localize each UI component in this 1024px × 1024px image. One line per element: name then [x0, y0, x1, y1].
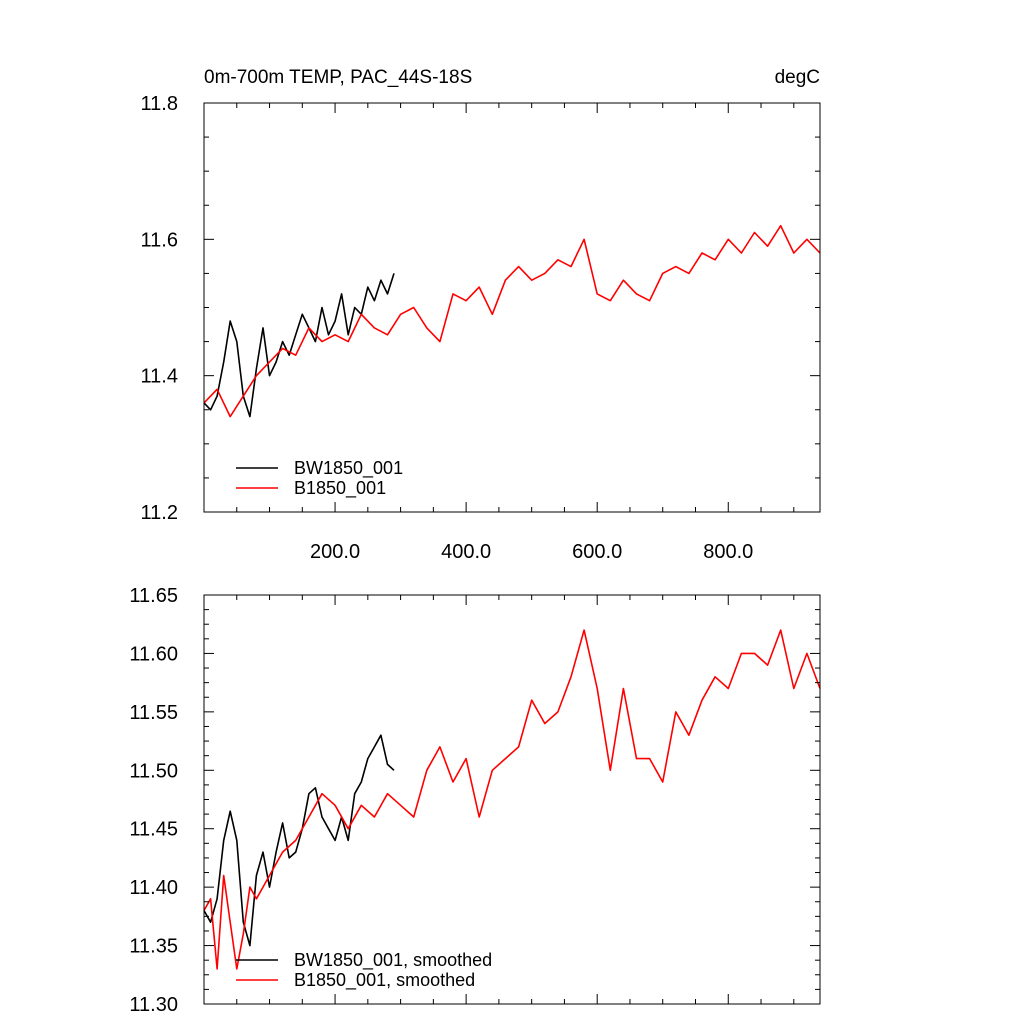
top-chart-title: 0m-700m TEMP, PAC_44S-18S — [204, 67, 472, 88]
top-plot-frame — [203, 102, 821, 513]
bottom-y-tick-label: 11.30 — [129, 994, 178, 1016]
top-x-tick-label: 800.0 — [703, 541, 753, 563]
bottom-y-tick-label: 11.50 — [129, 760, 178, 782]
bottom-y-tick-label: 11.45 — [129, 819, 178, 841]
top-y-tick-label: 11.6 — [141, 229, 178, 251]
top-series-line-0 — [203, 273, 395, 418]
bottom-legend-label-0: BW1850_001, smoothed — [294, 950, 492, 971]
top-x-tick-label: 600.0 — [572, 541, 622, 563]
top-y-tick-label: 11.8 — [141, 93, 178, 115]
top-chart-panel: 200.0 400.0 600.0 800.0 11.2 11.4 11.6 11.8 BW18… — [141, 93, 821, 563]
bottom-chart-panel: 11.30 11.35 11.40 11.45 11.50 11.55 11.60 11.65… — [129, 585, 821, 1016]
bottom-series-line-1 — [203, 629, 821, 970]
bottom-y-tick-label: 11.55 — [129, 702, 178, 724]
bottom-plot-frame — [203, 594, 821, 1005]
top-y-tick-label: 11.4 — [141, 366, 178, 388]
top-y-tick-label: 11.2 — [141, 502, 178, 524]
top-legend-label-1: B1850_001 — [294, 478, 386, 499]
bottom-legend-label-1: B1850_001, smoothed — [294, 970, 475, 991]
bottom-y-tick-label: 11.40 — [129, 877, 178, 899]
bottom-y-tick-label: 11.35 — [129, 936, 178, 958]
top-x-tick-label: 400.0 — [441, 541, 491, 563]
bottom-y-tick-label: 11.65 — [129, 585, 178, 607]
top-series-line-1 — [203, 224, 821, 418]
bottom-series-line-0 — [203, 734, 395, 947]
top-legend-label-0: BW1850_001 — [294, 458, 403, 479]
top-chart-units: degC — [775, 67, 820, 88]
bottom-y-tick-label: 11.60 — [129, 643, 178, 665]
top-x-tick-label: 200.0 — [310, 541, 360, 563]
